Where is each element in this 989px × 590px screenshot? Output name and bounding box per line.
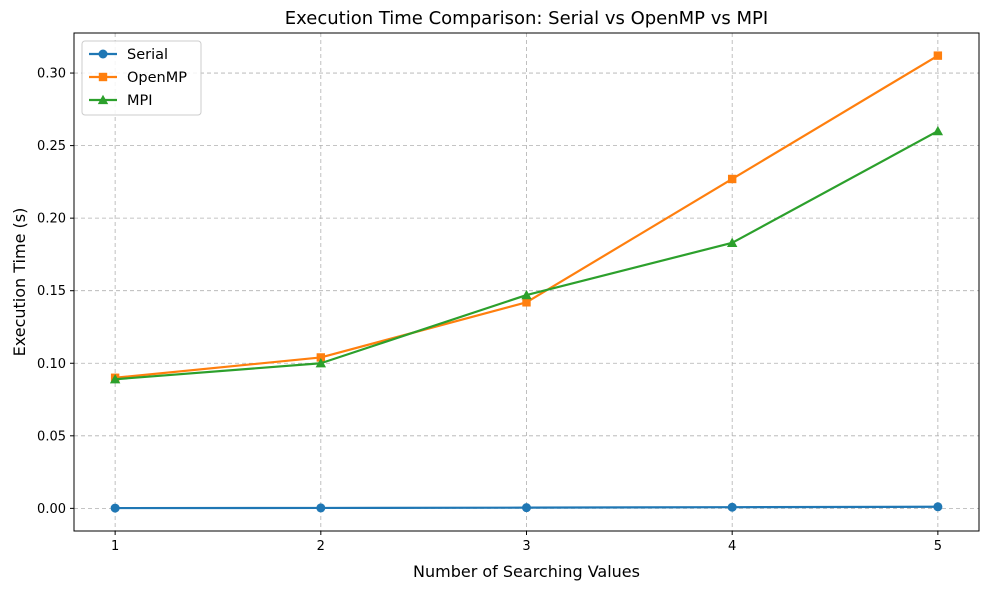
legend-item-openmp: OpenMP [89,70,187,86]
data-point-mpi [726,237,738,247]
y-tick-label: 0.25 [37,139,66,154]
y-tick-label: 0.30 [37,67,66,82]
y-tick-label: 0.05 [37,429,66,444]
data-point-mpi [109,374,121,384]
data-point-serial [933,502,943,512]
data-point-serial [727,502,737,512]
data-point-serial [110,503,120,513]
legend-item-mpi: MPI [89,93,153,109]
x-tick-label: 4 [728,539,736,554]
data-point-openmp [316,353,326,362]
legend-marker-mpi [97,94,109,105]
legend-label-serial: Serial [127,47,168,63]
data-point-mpi [932,125,944,136]
series-layer [109,51,944,513]
data-point-openmp [727,174,737,184]
data-point-mpi [521,289,532,300]
legend-box [81,40,202,116]
data-point-serial [522,503,531,513]
y-axis-ticks: 0.00 0.05 0.10 0.15 0.20 0.25 0.30 [37,67,74,517]
series-serial [110,502,943,513]
series-mpi [109,125,944,384]
x-axis-ticks: 1 2 3 4 5 [111,531,942,554]
x-tick-label: 2 [317,539,325,554]
x-tick-label: 1 [111,539,119,554]
y-tick-label: 0.20 [37,212,66,227]
legend-label-mpi: MPI [127,93,153,109]
legend-marker-serial [98,49,108,59]
data-point-mpi [315,358,327,368]
legend-marker-openmp [98,72,108,82]
legend: Serial OpenMP MPI [81,40,202,116]
x-tick-label: 5 [934,539,942,554]
data-point-openmp [933,51,943,60]
data-point-openmp [522,298,531,307]
chart-title: Execution Time Comparison: Serial vs Ope… [285,8,768,29]
legend-item-serial: Serial [89,47,168,63]
x-axis-label: Number of Searching Values [413,562,640,581]
data-point-serial [316,503,326,513]
legend-label-openmp: OpenMP [127,70,187,86]
x-tick-label: 3 [522,539,530,554]
y-tick-label: 0.15 [37,284,66,299]
y-tick-label: 0.10 [37,357,66,372]
y-axis-label: Execution Time (s) [10,208,29,357]
y-tick-label: 0.00 [37,502,66,517]
